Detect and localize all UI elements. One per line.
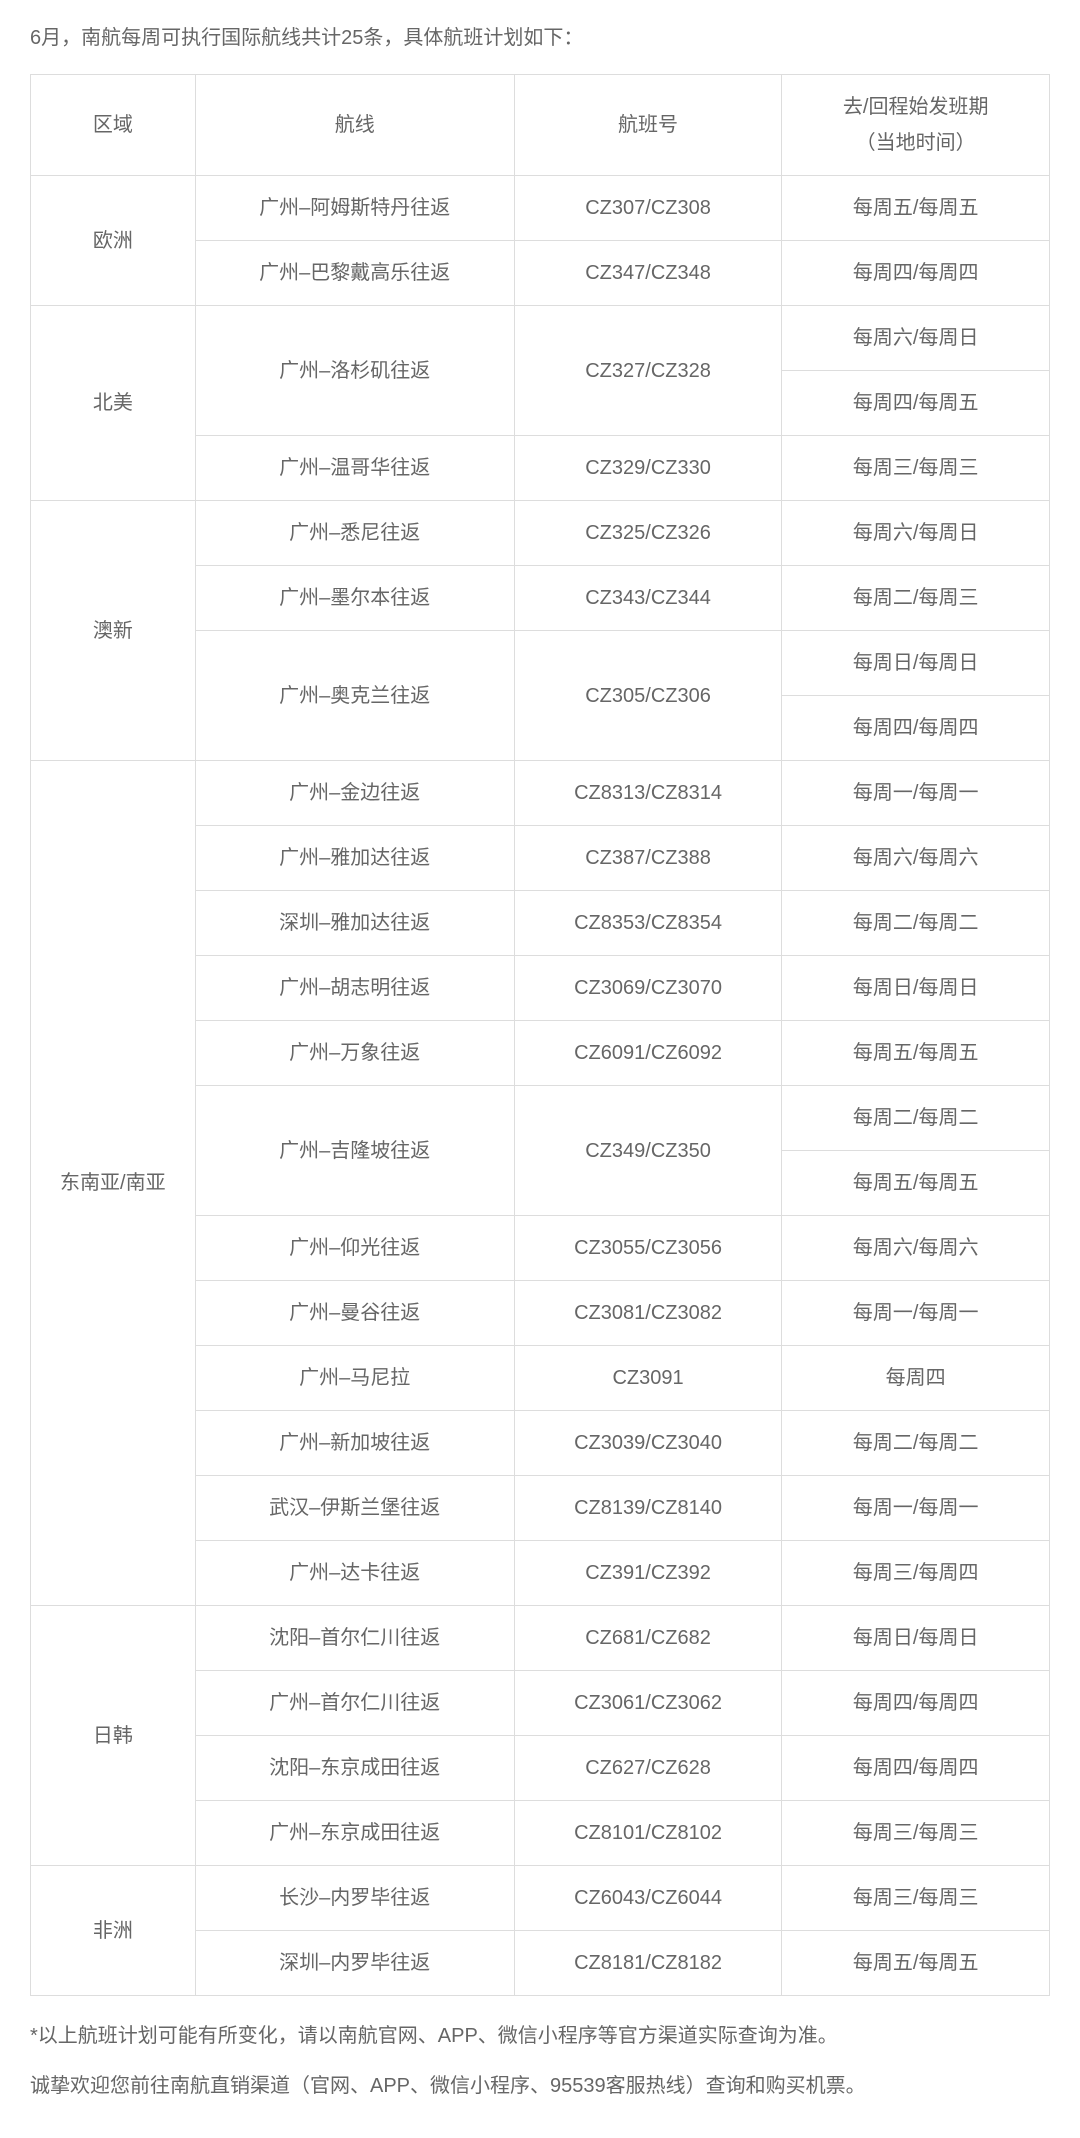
schedule-cell: 每周二/每周二 — [782, 1086, 1050, 1151]
schedule-cell: 每周五/每周五 — [782, 176, 1050, 241]
flight-number-cell: CZ3091 — [514, 1346, 782, 1411]
schedule-cell: 每周一/每周一 — [782, 1476, 1050, 1541]
schedule-cell: 每周日/每周日 — [782, 631, 1050, 696]
route-cell: 深圳–内罗毕往返 — [195, 1931, 514, 1996]
schedule-cell: 每周日/每周日 — [782, 1606, 1050, 1671]
route-cell: 广州–雅加达往返 — [195, 826, 514, 891]
flight-number-cell: CZ305/CZ306 — [514, 631, 782, 761]
schedule-cell: 每周六/每周六 — [782, 1216, 1050, 1281]
route-cell: 广州–达卡往返 — [195, 1541, 514, 1606]
schedule-cell: 每周三/每周四 — [782, 1541, 1050, 1606]
table-row: 非洲长沙–内罗毕往返CZ6043/CZ6044每周三/每周三 — [31, 1866, 1050, 1931]
note-line-0: *以上航班计划可能有所变化，请以南航官网、APP、微信小程序等官方渠道实际查询为… — [30, 2018, 1050, 2054]
flight-number-cell: CZ6043/CZ6044 — [514, 1866, 782, 1931]
schedule-cell: 每周六/每周日 — [782, 306, 1050, 371]
col-header-3: 去/回程始发班期（当地时间） — [782, 75, 1050, 176]
flight-number-cell: CZ3055/CZ3056 — [514, 1216, 782, 1281]
region-cell: 日韩 — [31, 1606, 196, 1866]
region-cell: 北美 — [31, 306, 196, 501]
schedule-cell: 每周六/每周六 — [782, 826, 1050, 891]
flight-number-cell: CZ3039/CZ3040 — [514, 1411, 782, 1476]
region-cell: 欧洲 — [31, 176, 196, 306]
route-cell: 广州–奥克兰往返 — [195, 631, 514, 761]
col-header-1: 航线 — [195, 75, 514, 176]
region-cell: 澳新 — [31, 501, 196, 761]
intro-text: 6月，南航每周可执行国际航线共计25条，具体航班计划如下： — [30, 20, 1050, 56]
flight-number-cell: CZ8313/CZ8314 — [514, 761, 782, 826]
flight-schedule-table: 区域航线航班号去/回程始发班期（当地时间） 欧洲广州–阿姆斯特丹往返CZ307/… — [30, 74, 1050, 1996]
flight-number-cell: CZ347/CZ348 — [514, 241, 782, 306]
region-cell: 非洲 — [31, 1866, 196, 1996]
route-cell: 沈阳–东京成田往返 — [195, 1736, 514, 1801]
schedule-cell: 每周二/每周二 — [782, 891, 1050, 956]
route-cell: 广州–悉尼往返 — [195, 501, 514, 566]
col-header-2: 航班号 — [514, 75, 782, 176]
table-row: 北美广州–洛杉矶往返CZ327/CZ328每周六/每周日 — [31, 306, 1050, 371]
schedule-cell: 每周五/每周五 — [782, 1151, 1050, 1216]
route-cell: 深圳–雅加达往返 — [195, 891, 514, 956]
flight-number-cell: CZ3081/CZ3082 — [514, 1281, 782, 1346]
route-cell: 长沙–内罗毕往返 — [195, 1866, 514, 1931]
table-row: 澳新广州–悉尼往返CZ325/CZ326每周六/每周日 — [31, 501, 1050, 566]
route-cell: 广州–新加坡往返 — [195, 1411, 514, 1476]
table-row: 日韩沈阳–首尔仁川往返CZ681/CZ682每周日/每周日 — [31, 1606, 1050, 1671]
route-cell: 广州–万象往返 — [195, 1021, 514, 1086]
flight-number-cell: CZ329/CZ330 — [514, 436, 782, 501]
flight-number-cell: CZ325/CZ326 — [514, 501, 782, 566]
schedule-cell: 每周二/每周二 — [782, 1411, 1050, 1476]
route-cell: 广州–东京成田往返 — [195, 1801, 514, 1866]
schedule-cell: 每周五/每周五 — [782, 1021, 1050, 1086]
col-header-0: 区域 — [31, 75, 196, 176]
flight-number-cell: CZ349/CZ350 — [514, 1086, 782, 1216]
flight-number-cell: CZ391/CZ392 — [514, 1541, 782, 1606]
schedule-cell: 每周四/每周四 — [782, 241, 1050, 306]
schedule-cell: 每周四 — [782, 1346, 1050, 1411]
route-cell: 广州–阿姆斯特丹往返 — [195, 176, 514, 241]
schedule-cell: 每周二/每周三 — [782, 566, 1050, 631]
table-row: 欧洲广州–阿姆斯特丹往返CZ307/CZ308每周五/每周五 — [31, 176, 1050, 241]
flight-number-cell: CZ343/CZ344 — [514, 566, 782, 631]
flight-number-cell: CZ6091/CZ6092 — [514, 1021, 782, 1086]
schedule-cell: 每周三/每周三 — [782, 1801, 1050, 1866]
flight-number-cell: CZ387/CZ388 — [514, 826, 782, 891]
route-cell: 广州–吉隆坡往返 — [195, 1086, 514, 1216]
schedule-cell: 每周三/每周三 — [782, 1866, 1050, 1931]
route-cell: 广州–巴黎戴高乐往返 — [195, 241, 514, 306]
schedule-cell: 每周三/每周三 — [782, 436, 1050, 501]
flight-number-cell: CZ3069/CZ3070 — [514, 956, 782, 1021]
route-cell: 广州–洛杉矶往返 — [195, 306, 514, 436]
route-cell: 广州–曼谷往返 — [195, 1281, 514, 1346]
notes-section: *以上航班计划可能有所变化，请以南航官网、APP、微信小程序等官方渠道实际查询为… — [30, 2018, 1050, 2104]
table-row: 东南亚/南亚广州–金边往返CZ8313/CZ8314每周一/每周一 — [31, 761, 1050, 826]
schedule-cell: 每周六/每周日 — [782, 501, 1050, 566]
flight-number-cell: CZ627/CZ628 — [514, 1736, 782, 1801]
flight-number-cell: CZ8353/CZ8354 — [514, 891, 782, 956]
flight-number-cell: CZ307/CZ308 — [514, 176, 782, 241]
schedule-cell: 每周四/每周四 — [782, 696, 1050, 761]
region-cell: 东南亚/南亚 — [31, 761, 196, 1606]
flight-number-cell: CZ8101/CZ8102 — [514, 1801, 782, 1866]
route-cell: 广州–仰光往返 — [195, 1216, 514, 1281]
schedule-cell: 每周四/每周四 — [782, 1736, 1050, 1801]
route-cell: 广州–胡志明往返 — [195, 956, 514, 1021]
schedule-cell: 每周一/每周一 — [782, 761, 1050, 826]
schedule-cell: 每周四/每周五 — [782, 371, 1050, 436]
schedule-cell: 每周日/每周日 — [782, 956, 1050, 1021]
schedule-cell: 每周五/每周五 — [782, 1931, 1050, 1996]
flight-number-cell: CZ8181/CZ8182 — [514, 1931, 782, 1996]
flight-number-cell: CZ681/CZ682 — [514, 1606, 782, 1671]
route-cell: 广州–马尼拉 — [195, 1346, 514, 1411]
route-cell: 广州–墨尔本往返 — [195, 566, 514, 631]
flight-number-cell: CZ327/CZ328 — [514, 306, 782, 436]
flight-number-cell: CZ3061/CZ3062 — [514, 1671, 782, 1736]
route-cell: 武汉–伊斯兰堡往返 — [195, 1476, 514, 1541]
route-cell: 广州–温哥华往返 — [195, 436, 514, 501]
note-line-1: 诚挚欢迎您前往南航直销渠道（官网、APP、微信小程序、95539客服热线）查询和… — [30, 2068, 1050, 2104]
flight-number-cell: CZ8139/CZ8140 — [514, 1476, 782, 1541]
schedule-cell: 每周四/每周四 — [782, 1671, 1050, 1736]
route-cell: 广州–金边往返 — [195, 761, 514, 826]
route-cell: 广州–首尔仁川往返 — [195, 1671, 514, 1736]
route-cell: 沈阳–首尔仁川往返 — [195, 1606, 514, 1671]
schedule-cell: 每周一/每周一 — [782, 1281, 1050, 1346]
